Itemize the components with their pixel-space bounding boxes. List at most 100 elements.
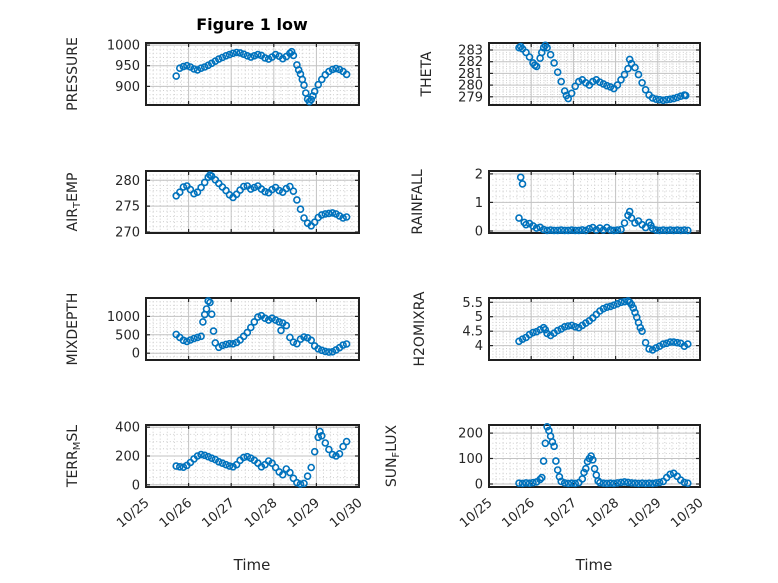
marker-circle: [209, 327, 218, 335]
marker-circle: [522, 479, 530, 487]
marker-circle: [518, 479, 527, 488]
marker-circle: [529, 478, 537, 487]
marker-circle: [197, 64, 205, 72]
marker-circle: [307, 336, 316, 345]
marker-circle: [613, 299, 622, 308]
marker-circle: [525, 479, 534, 488]
marker-circle: [286, 333, 294, 342]
marker-circle: [202, 305, 211, 313]
x-tick-label: 10/28: [242, 496, 280, 532]
marker-circle: [564, 226, 573, 235]
marker-circle: [553, 226, 562, 235]
marker-circle: [539, 225, 548, 234]
marker-circle: [342, 70, 351, 79]
x-tick-label: 10/27: [199, 496, 237, 532]
marker-circle: [645, 479, 653, 488]
marker-circle: [522, 220, 530, 229]
y-axis-label: TERRMSL: [65, 425, 83, 488]
marker-circle: [193, 66, 202, 74]
marker-circle: [250, 183, 259, 192]
marker-circle: [186, 336, 195, 344]
marker-circle: [243, 452, 252, 461]
marker-circle: [634, 479, 643, 488]
marker-circle: [207, 454, 216, 463]
marker-circle: [179, 183, 188, 191]
marker-circle: [666, 470, 675, 479]
x-tick-label: 10/29: [626, 496, 664, 532]
tick-marks: [145, 171, 360, 233]
tick-marks: [145, 425, 360, 487]
marker-circle: [286, 468, 294, 477]
y-tick-label: 500: [115, 328, 140, 343]
marker-circle: [236, 49, 244, 57]
marker-circle: [310, 87, 319, 96]
marker-circle: [179, 62, 188, 71]
marker-circle: [613, 479, 622, 487]
marker-circle: [243, 51, 252, 60]
tick-marks: [145, 43, 360, 105]
marker-circle: [289, 51, 298, 60]
marker-circle: [317, 346, 326, 355]
marker-circle: [553, 68, 562, 76]
subplot-TERR_MSL: 0 200 400 TERRMSL 10/25 10/26 10/27 10/28 10/29 1…: [65, 421, 366, 531]
marker-circle: [581, 464, 590, 473]
marker-circle: [606, 302, 615, 311]
marker-circle: [546, 226, 555, 234]
marker-circle: [585, 224, 594, 233]
marker-circle: [218, 53, 227, 62]
x-tick-label: 10/29: [285, 496, 323, 532]
y-tick-label: 950: [115, 59, 140, 74]
marker-circle: [557, 77, 566, 86]
marker-circle: [625, 207, 634, 216]
marker-circle: [289, 338, 298, 347]
scatter-markers: [172, 427, 351, 488]
marker-circle: [550, 59, 558, 67]
marker-circle: [183, 61, 191, 70]
marker-circle: [339, 341, 347, 349]
marker-circle: [567, 321, 576, 330]
marker-circle: [225, 339, 234, 348]
marker-circle: [627, 214, 636, 222]
y-tick-label: 282: [458, 55, 483, 70]
marker-circle: [578, 226, 587, 234]
marker-circle: [634, 70, 643, 79]
x-tick-label: 10/28: [584, 496, 622, 532]
marker-circle: [286, 182, 294, 191]
marker-circle: [310, 447, 319, 456]
marker-circle: [567, 479, 576, 488]
y-tick-label: 283: [458, 44, 483, 59]
marker-circle: [603, 479, 611, 488]
marker-circle: [676, 92, 685, 100]
marker-circle: [300, 214, 308, 222]
marker-circle: [328, 450, 337, 459]
marker-circle: [328, 209, 337, 217]
marker-circle: [300, 81, 308, 89]
marker-circle: [289, 187, 298, 195]
marker-circle: [321, 210, 330, 218]
marker-circle: [222, 340, 230, 349]
y-tick-label: 2: [475, 167, 483, 182]
marker-circle: [617, 298, 625, 307]
marker-circle: [669, 94, 678, 103]
marker-circle: [617, 225, 625, 234]
marker-circle: [624, 478, 632, 487]
marker-circle: [296, 480, 305, 488]
y-axis-label: THETA: [419, 51, 435, 97]
marker-circle: [648, 224, 657, 233]
marker-circle: [560, 322, 569, 331]
tick-marks: [488, 43, 701, 105]
x-axis-label-left: Time: [233, 556, 271, 574]
marker-circle: [627, 479, 636, 487]
marker-circle: [321, 439, 330, 447]
y-tick-label: 400: [115, 421, 140, 436]
x-tick-label: 10/26: [157, 496, 195, 532]
minor-grid: [489, 42, 700, 105]
marker-circle: [307, 95, 316, 104]
marker-circle: [254, 313, 262, 321]
marker-circle: [652, 479, 660, 487]
marker-circle: [571, 322, 580, 331]
marker-circle: [567, 89, 576, 98]
marker-circle: [204, 452, 212, 461]
marker-circle: [652, 95, 660, 103]
